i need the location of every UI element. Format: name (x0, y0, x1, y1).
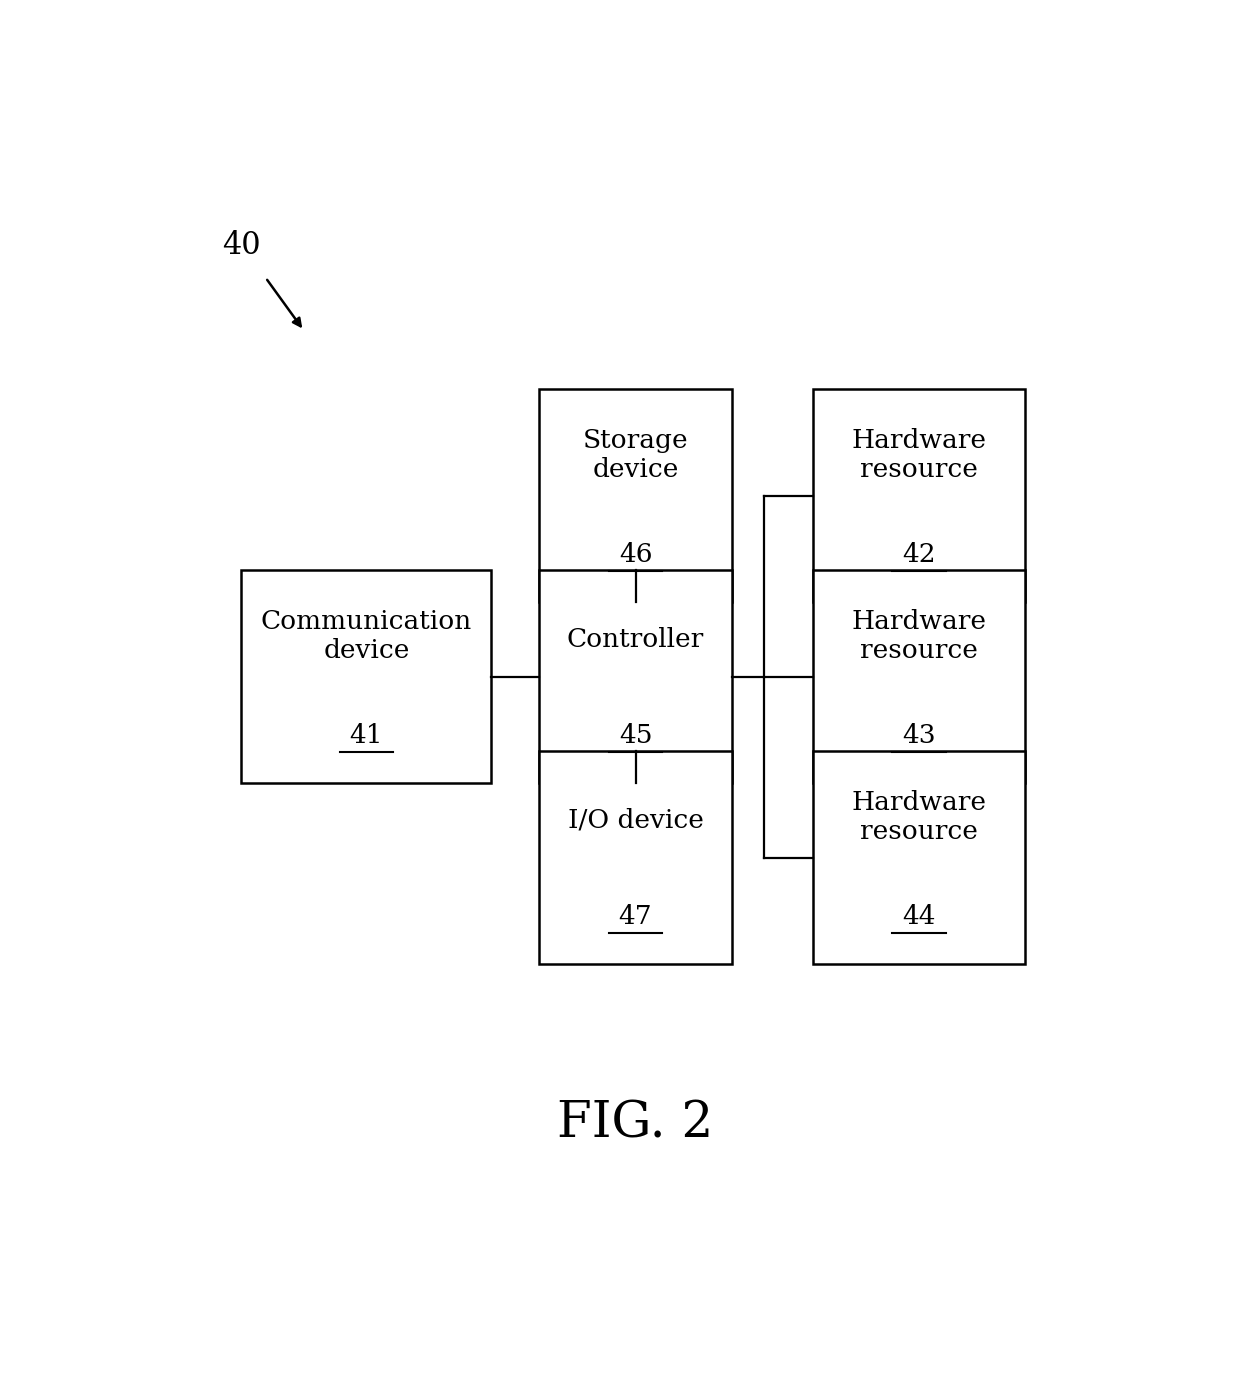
Text: FIG. 2: FIG. 2 (557, 1099, 714, 1148)
Text: Controller: Controller (567, 627, 704, 652)
Text: 40: 40 (222, 231, 260, 261)
Text: I/O device: I/O device (568, 808, 703, 833)
Text: Hardware
resource: Hardware resource (852, 609, 987, 663)
Text: Hardware
resource: Hardware resource (852, 428, 987, 482)
Bar (813, 390, 1024, 603)
Bar (813, 571, 1024, 784)
Text: 44: 44 (903, 904, 936, 929)
Bar (813, 752, 1024, 965)
Text: 41: 41 (350, 723, 383, 748)
Bar (242, 571, 491, 784)
Bar (539, 571, 732, 784)
Bar (539, 390, 732, 603)
Text: Communication
device: Communication device (260, 609, 472, 663)
Bar (539, 752, 732, 965)
Text: 42: 42 (903, 542, 936, 567)
Text: 46: 46 (619, 542, 652, 567)
Text: 43: 43 (903, 723, 936, 748)
Text: 45: 45 (619, 723, 652, 748)
Text: Hardware
resource: Hardware resource (852, 791, 987, 844)
Text: 47: 47 (619, 904, 652, 929)
Text: Storage
device: Storage device (583, 428, 688, 482)
